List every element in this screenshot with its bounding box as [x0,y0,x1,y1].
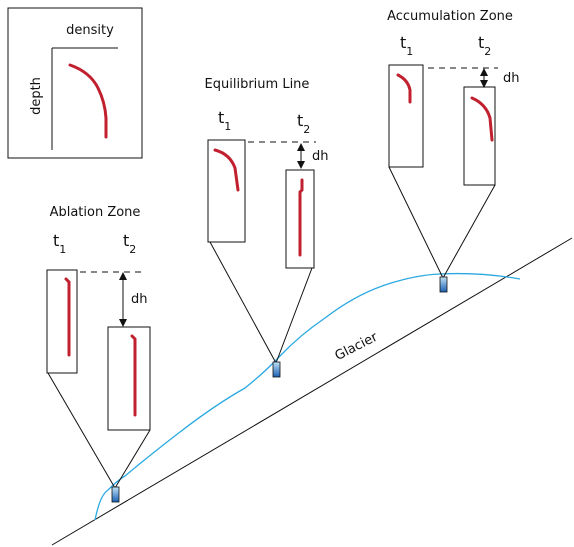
profile-t2 [132,336,135,415]
dh-label: dh [312,149,329,164]
leader [210,242,276,363]
density-label: density [66,23,114,38]
ablation-zone: Ablation Zone t1 t2 dh [47,205,150,502]
core-t1 [47,270,77,373]
profile-t2 [300,180,302,255]
bedrock [52,238,572,545]
t2-label: t2 [123,231,136,256]
instrument [440,277,447,292]
core-t2 [108,327,150,430]
instrument [273,362,280,377]
leader [48,373,115,488]
depth-label: depth [29,77,44,115]
profile-t1 [215,150,238,190]
zone-title: Equilibrium Line [205,77,310,92]
glacier-diagram: density depth Glacier Accumulation Zone … [0,0,574,547]
t1-label: t1 [218,108,231,133]
leader [443,185,495,278]
glacier-surface [95,274,520,520]
density-profile [70,65,106,137]
t2-label: t2 [297,111,310,136]
profile-t2 [472,98,492,140]
zone-title: Accumulation Zone [387,9,513,24]
dh-label: dh [503,71,520,86]
glacier-label: Glacier [333,330,381,364]
profile-t1 [66,279,69,355]
leader [389,167,443,278]
leader [276,268,312,363]
instrument [112,487,119,502]
dh-label: dh [131,292,148,307]
t2-label: t2 [478,33,491,58]
accumulation-zone: Accumulation Zone t1 t2 dh [387,9,519,292]
zone-title: Ablation Zone [50,205,141,220]
legend: density depth [8,8,142,158]
t1-label: t1 [400,33,413,58]
profile-t1 [398,75,410,102]
equilibrium-zone: Equilibrium Line t1 t2 dh [205,77,329,377]
t1-label: t1 [53,231,66,256]
